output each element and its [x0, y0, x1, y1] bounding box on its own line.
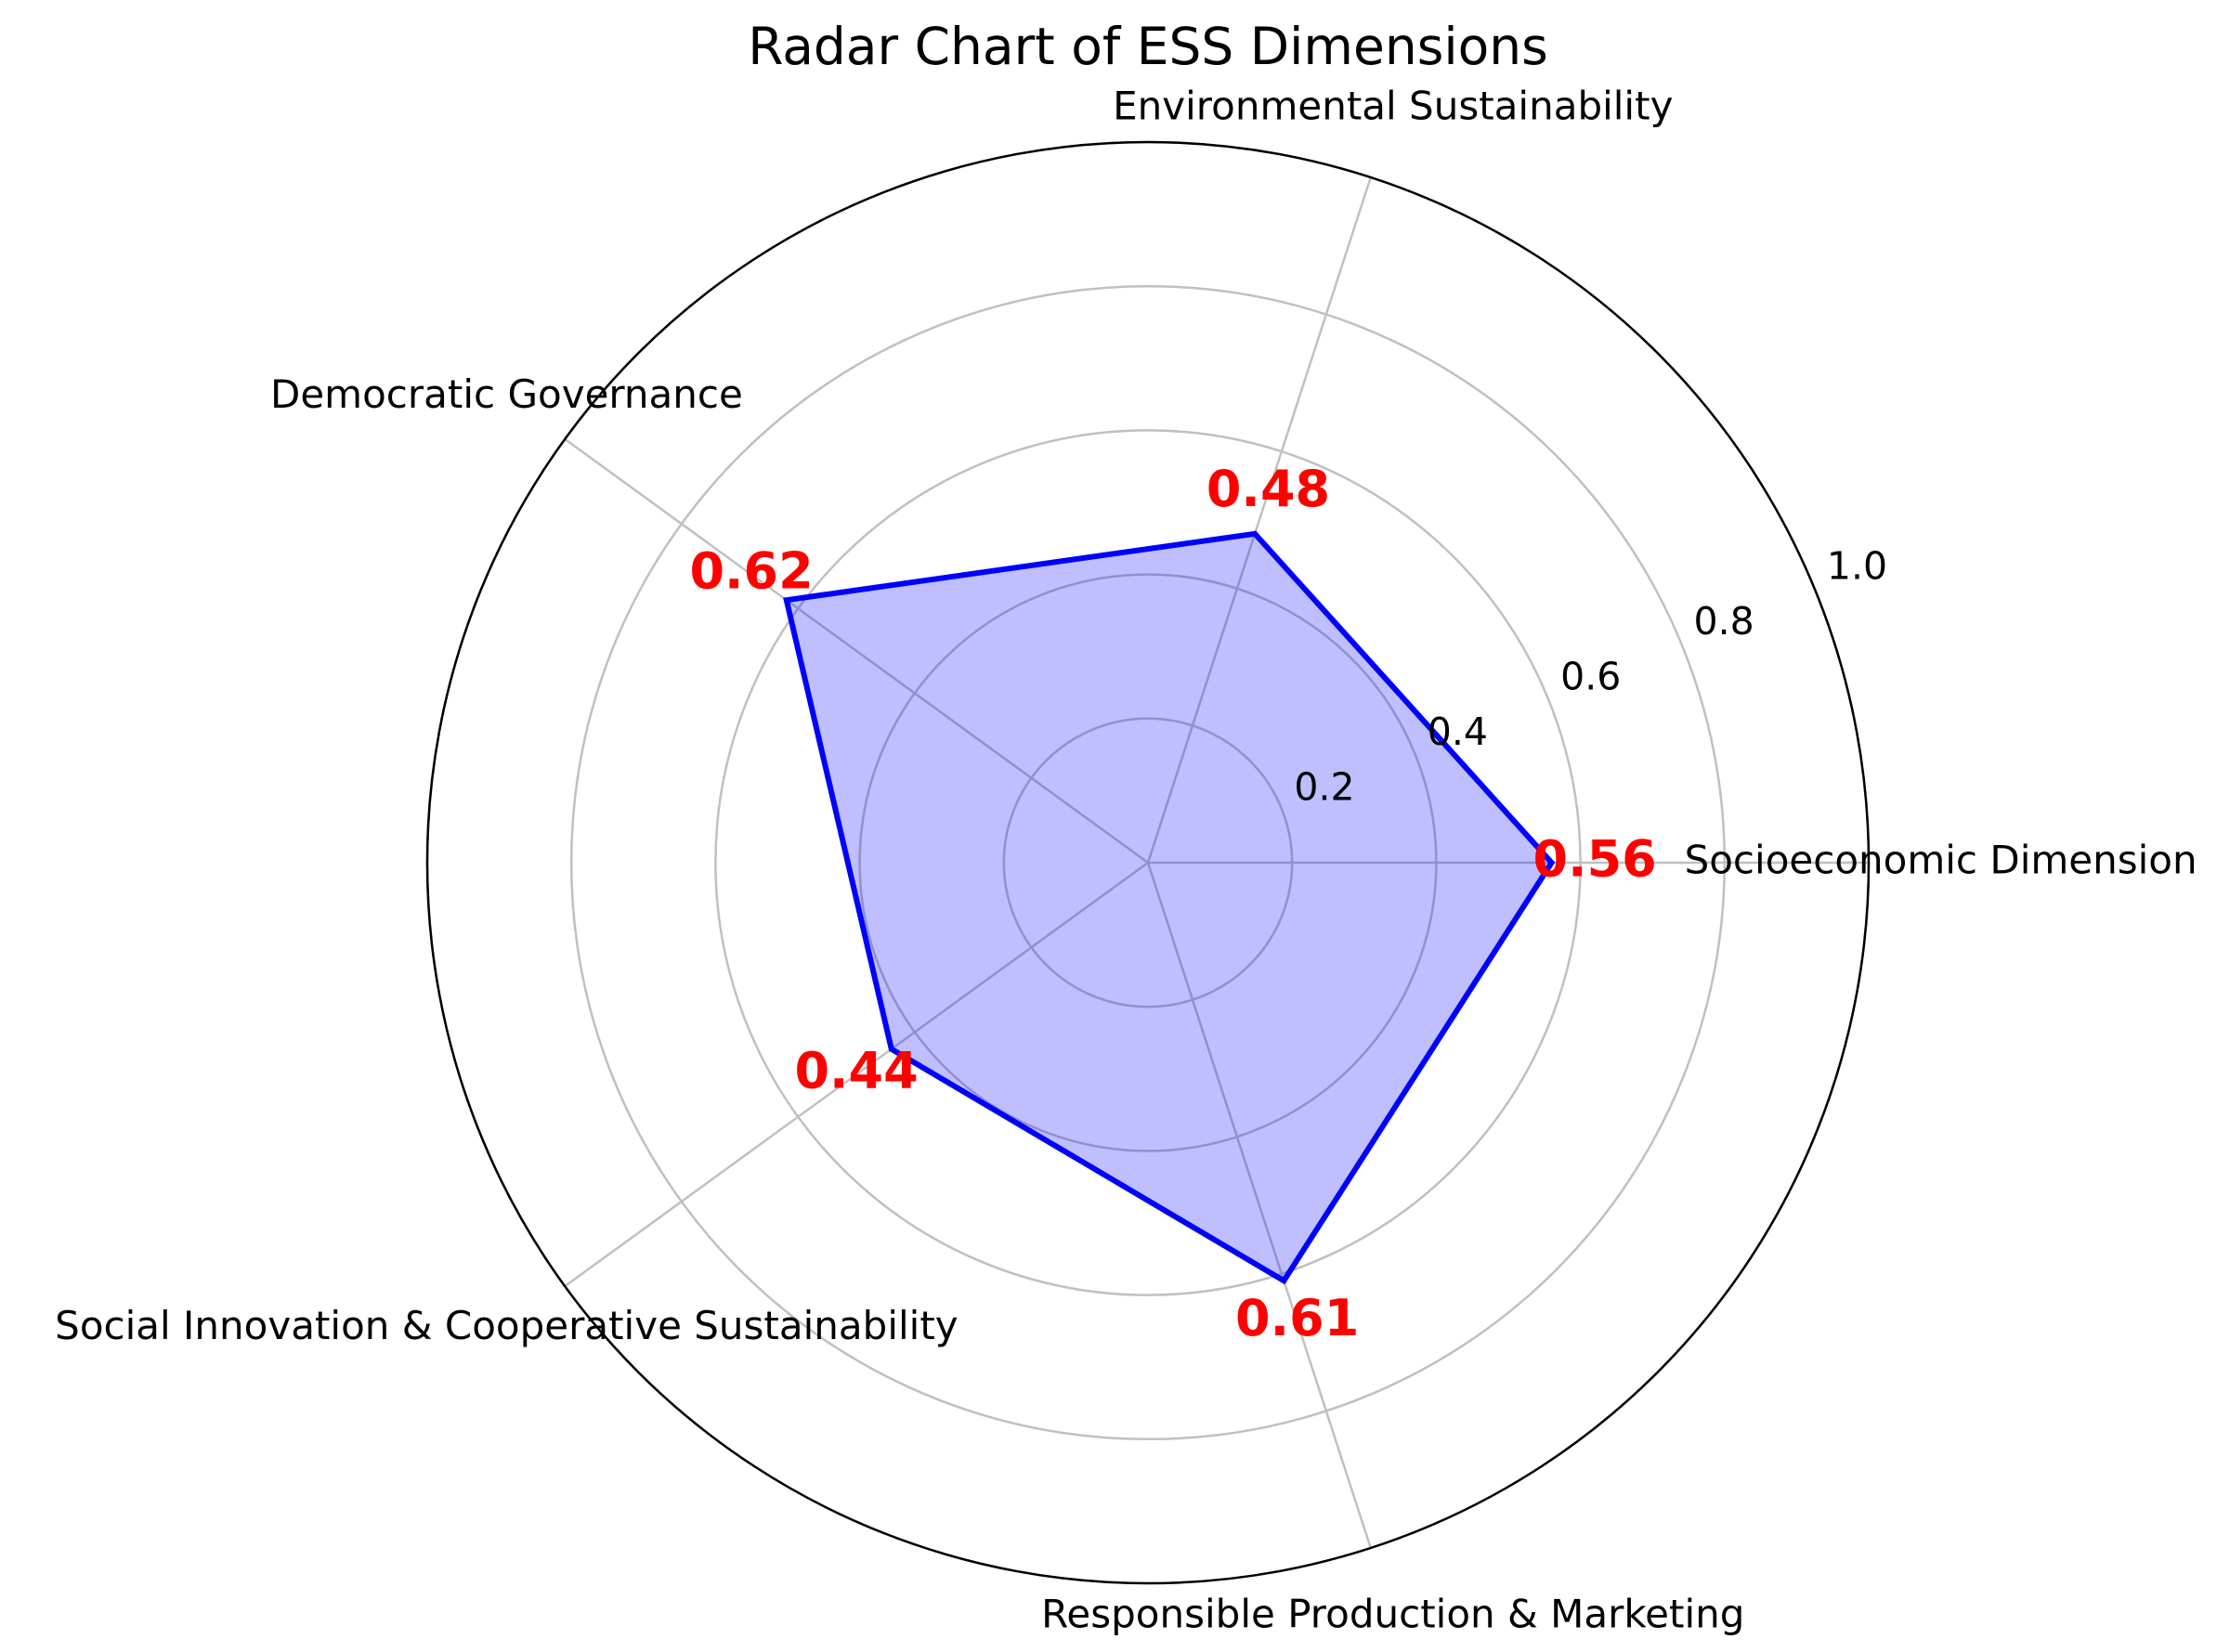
chart-title: Radar Chart of ESS Dimensions: [748, 17, 1548, 76]
r-tick-label: 0.4: [1428, 709, 1488, 754]
category-label: Democratic Governance: [270, 371, 743, 417]
category-label: Social Innovation & Cooperative Sustaina…: [55, 1303, 958, 1348]
r-tick-label: 0.8: [1694, 599, 1754, 644]
value-label: 0.56: [1533, 830, 1657, 889]
r-tick-label: 0.6: [1560, 655, 1621, 699]
r-tick-label: 0.2: [1294, 764, 1354, 809]
spoke: [564, 861, 1149, 1288]
r-tick-label: 1.0: [1827, 544, 1887, 589]
spoke: [564, 437, 1149, 865]
category-label: Responsible Production & Marketing: [1041, 1591, 1744, 1636]
value-label: 0.62: [689, 541, 813, 600]
spoke: [1146, 176, 1372, 864]
category-label: Socioeconomic Dimension: [1685, 838, 2197, 883]
data-line: [783, 530, 1556, 1285]
category-label: Environmental Sustainability: [1113, 84, 1673, 129]
spoke: [1146, 862, 1372, 1549]
value-label: 0.44: [794, 1042, 918, 1100]
value-label: 0.48: [1206, 460, 1330, 518]
value-label: 0.61: [1235, 1289, 1359, 1347]
polar-spine: [425, 140, 1871, 1585]
data-area: [786, 533, 1552, 1281]
